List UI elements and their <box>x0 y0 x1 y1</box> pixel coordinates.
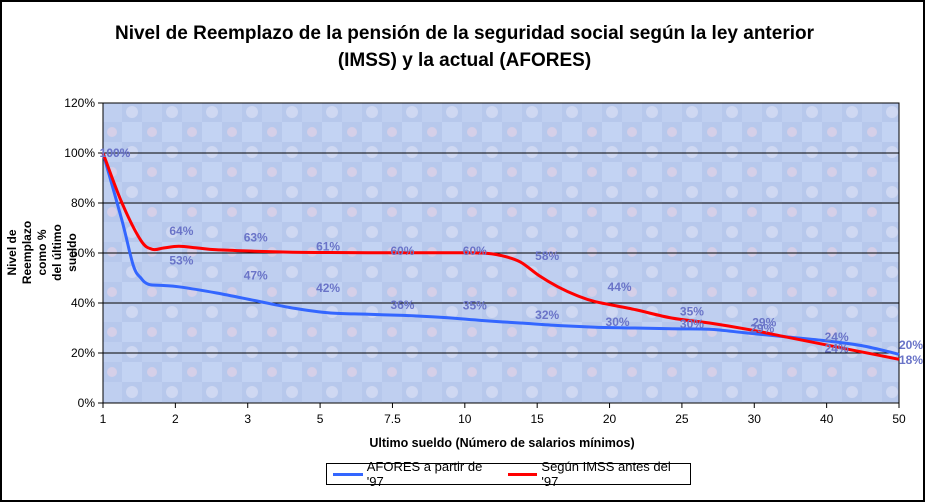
x-tick-label: 15 <box>531 412 545 426</box>
data-label-afores: 42% <box>316 281 340 295</box>
x-tick-label: 7.5 <box>384 412 401 426</box>
legend-item-imss: Según IMSS antes del '97 <box>507 459 690 489</box>
y-tick-label: 60% <box>71 246 95 260</box>
series-line-afores <box>101 152 900 356</box>
legend-label-afores: AFORES a partir de '97 <box>366 459 483 489</box>
data-label-afores: 30% <box>680 317 704 331</box>
data-label-afores: 24% <box>825 330 849 344</box>
data-label-imss: 18% <box>899 353 923 367</box>
legend: AFORES a partir de '97 Según IMSS antes … <box>326 459 691 489</box>
data-label-imss: 60% <box>390 244 414 258</box>
y-tick-label: 120% <box>64 96 95 110</box>
legend-swatch-afores <box>333 472 363 476</box>
chart-title-line2: (IMSS) y la actual (AFORES) <box>337 50 592 71</box>
data-label-afores: 53% <box>169 254 193 268</box>
x-tick-label: 40 <box>820 412 834 426</box>
data-label-imss: 44% <box>608 280 632 294</box>
chart-title: Nivel de Reemplazo de la pensión de la s… <box>2 20 925 74</box>
x-tick-label: 25 <box>675 412 689 426</box>
y-tick-label: 20% <box>71 346 95 360</box>
data-label-afores: 100% <box>100 146 131 160</box>
data-label-imss: 58% <box>535 249 559 263</box>
chart-title-line1: Nivel de Reemplazo de la pensión de la s… <box>114 23 814 44</box>
x-tick-label: 30 <box>748 412 762 426</box>
y-tick-label: 0% <box>78 396 96 410</box>
data-label-afores: 35% <box>463 299 487 313</box>
data-label-afores: 30% <box>606 315 630 329</box>
x-tick-label: 20 <box>603 412 617 426</box>
x-tick-label: 10 <box>458 412 472 426</box>
legend-swatch-imss <box>507 472 538 476</box>
series-line-imss <box>101 152 900 361</box>
x-axis-label: Ultimo sueldo (Número de salarios mínimo… <box>369 436 635 450</box>
data-label-afores: 32% <box>535 308 559 322</box>
data-label-afores: 47% <box>244 269 268 283</box>
data-label-imss: 35% <box>680 305 704 319</box>
data-label-afores: 29% <box>750 322 774 336</box>
y-tick-label: 80% <box>71 196 95 210</box>
data-label-imss: 24% <box>825 342 849 356</box>
data-label-imss: 29% <box>752 316 776 330</box>
x-tick-label: 2 <box>172 412 179 426</box>
y-tick-label: 40% <box>71 296 95 310</box>
data-label-afores: 20% <box>899 338 923 352</box>
legend-label-imss: Según IMSS antes del '97 <box>541 459 671 489</box>
data-label-imss: 100% <box>100 146 131 160</box>
data-label-imss: 64% <box>169 224 193 238</box>
data-label-imss: 60% <box>463 244 487 258</box>
y-axis-label: Nivel de Reemplazo como % del último sue… <box>5 220 80 284</box>
data-label-afores: 36% <box>390 298 414 312</box>
data-label-imss: 61% <box>316 240 340 254</box>
x-tick-label: 3 <box>244 412 251 426</box>
data-label-imss: 63% <box>244 231 268 245</box>
x-tick-label: 50 <box>892 412 906 426</box>
x-tick-label: 5 <box>317 412 324 426</box>
legend-item-afores: AFORES a partir de '97 <box>333 459 502 489</box>
y-tick-label: 100% <box>64 146 95 160</box>
x-tick-label: 1 <box>100 412 107 426</box>
